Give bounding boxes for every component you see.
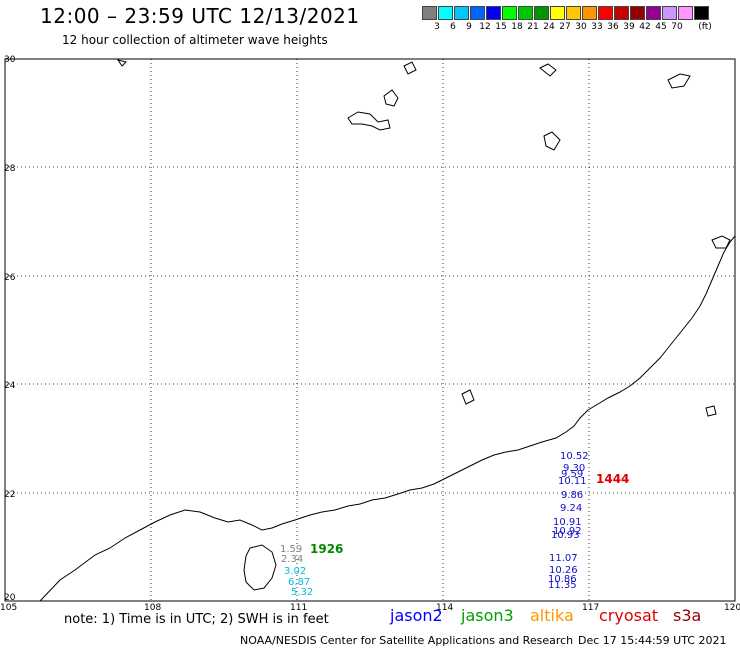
scale-swatch (534, 6, 549, 20)
axis-labels: 30 28 26 24 22 20 105 108 111 114 117 12… (0, 55, 740, 613)
scale-label: 27 (559, 22, 571, 32)
scale-label: 70 (671, 22, 683, 32)
satellite-jason3-label: jason3 (461, 606, 514, 625)
scale-label: 3 (434, 22, 440, 32)
pass-labels: 1444 1926 (310, 472, 629, 556)
chart-title: 12:00 – 23:59 UTC 12/13/2021 (40, 4, 360, 28)
lon-label: 114 (436, 603, 453, 613)
lon-label: 108 (144, 603, 161, 613)
inland-lake-outline (539, 63, 557, 77)
mainland-coast (39, 235, 736, 602)
lon-label: 117 (582, 603, 599, 613)
swh-value: 11.07 (549, 553, 578, 564)
swh-value: 9.59 (561, 469, 583, 480)
island-outline (711, 235, 731, 249)
scale-swatch (614, 6, 629, 20)
satellite-jason2-label: jason2 (390, 606, 443, 625)
lat-label: 28 (4, 164, 16, 174)
pass-time-label: 1926 (310, 542, 343, 556)
scale-label: 18 (511, 22, 523, 32)
graticule (5, 59, 735, 601)
footer-timestamp: Dec 17 15:44:59 UTC 2021 (578, 634, 727, 647)
lon-label: 111 (290, 603, 307, 613)
scale-swatch (598, 6, 613, 20)
scale-label: 36 (607, 22, 619, 32)
lon-label: 120 (724, 603, 740, 613)
scale-labels: 3 6 9 12 15 18 21 24 27 30 33 36 39 42 4… (422, 22, 740, 34)
inland-lake-outline (347, 111, 391, 131)
swh-value: 2.34 (281, 554, 303, 565)
scale-label: 21 (527, 22, 539, 32)
chart-subtitle: 12 hour collection of altimeter wave hei… (62, 33, 328, 47)
swh-value: 10.92 (553, 526, 582, 537)
lat-label: 22 (4, 490, 15, 500)
swh-value: 3.02 (284, 566, 306, 577)
scale-swatch (518, 6, 533, 20)
legend-note: note: 1) Time is in UTC; 2) SWH is in fe… (64, 612, 329, 627)
scale-swatch (470, 6, 485, 20)
swh-value: 10.93 (551, 530, 580, 541)
scale-swatch (630, 6, 645, 20)
satellite-cryosat-label: cryosat (599, 606, 659, 625)
footer-credit: NOAA/NESDIS Center for Satellite Applica… (240, 634, 574, 647)
lat-label: 20 (4, 593, 16, 603)
scale-label: 24 (543, 22, 555, 32)
map-frame (4, 58, 736, 602)
swh-value: 10.52 (560, 451, 589, 462)
inland-lake-outline (667, 73, 691, 89)
satellite-altika-label: altika (530, 606, 574, 625)
scale-label: 45 (655, 22, 667, 32)
inland-lake-outline (543, 131, 561, 151)
scale-swatch (438, 6, 453, 20)
scale-label: 42 (639, 22, 651, 32)
scale-swatch (646, 6, 661, 20)
inland-lake-outline (383, 89, 399, 107)
swh-value: 9.24 (560, 503, 582, 514)
scale-label: 12 (479, 22, 491, 32)
scale-swatch (566, 6, 581, 20)
scale-label: 15 (495, 22, 507, 32)
scale-label: (ft) (698, 22, 712, 32)
scale-label: 39 (623, 22, 635, 32)
swh-value: 9.30 (563, 463, 585, 474)
swh-value: 9.86 (561, 490, 583, 501)
swh-value: 10.91 (553, 517, 582, 528)
inland-lake-outline (403, 61, 417, 75)
island-outline (461, 389, 475, 405)
scale-swatch (502, 6, 517, 20)
scale-swatch (662, 6, 677, 20)
scale-swatch (678, 6, 693, 20)
scale-label: 6 (450, 22, 456, 32)
lon-label: 105 (0, 603, 17, 613)
pass-time-label: 1444 (596, 472, 629, 486)
lat-label: 24 (4, 381, 16, 391)
swh-value: 10.11 (558, 476, 587, 487)
inland-lake-outline (116, 59, 127, 67)
scale-swatch (454, 6, 469, 20)
swh-value: 11.35 (548, 580, 577, 591)
scale-swatch (582, 6, 597, 20)
island-outline (705, 405, 717, 417)
swh-value: 1.59 (280, 544, 302, 555)
scale-swatch (694, 6, 709, 20)
swh-value: 10.26 (549, 565, 578, 576)
scale-swatch (550, 6, 565, 20)
swh-value: 10.86 (548, 574, 577, 585)
swh-value: 6.87 (288, 577, 310, 588)
satellite-s3a-label: s3a (673, 606, 702, 625)
observations: 10.52 9.30 9.59 10.11 9.86 9.24 10.91 10… (280, 451, 589, 598)
scale-label: 30 (575, 22, 587, 32)
scale-swatch (422, 6, 437, 20)
swh-value: 5.32 (291, 587, 313, 598)
hainan-island (243, 544, 277, 591)
scale-label: 9 (466, 22, 472, 32)
color-scale (422, 6, 710, 20)
lat-label: 30 (4, 55, 16, 65)
lat-label: 26 (4, 273, 16, 283)
scale-swatch (486, 6, 501, 20)
scale-label: 33 (591, 22, 603, 32)
coastline (39, 59, 736, 602)
